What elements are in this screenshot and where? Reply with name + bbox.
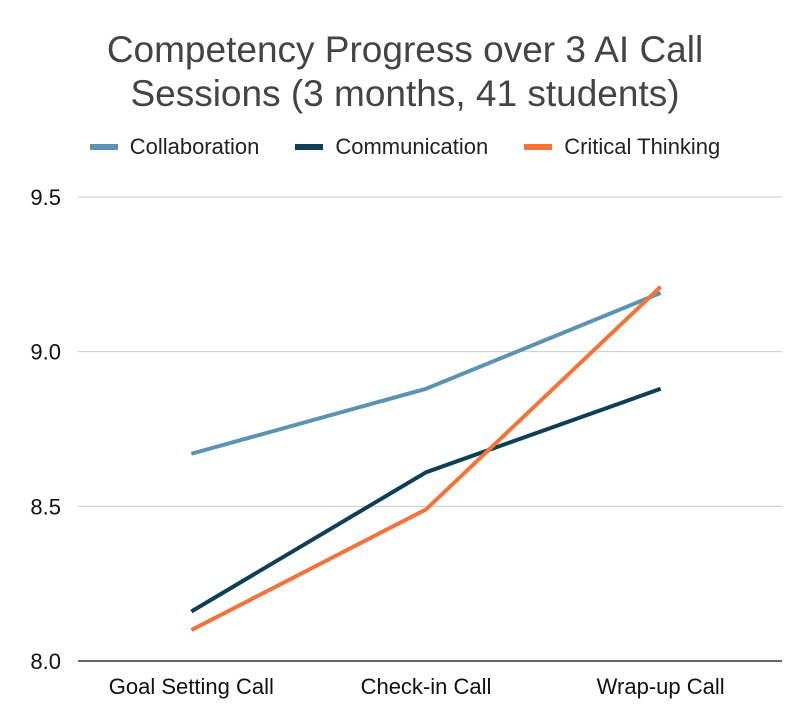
legend-item-collaboration: Collaboration — [89, 134, 260, 160]
series-line-collaboration — [190, 291, 662, 456]
chart-legend: Collaboration Communication Critical Thi… — [0, 134, 810, 160]
legend-label-collaboration: Collaboration — [129, 134, 260, 159]
legend-swatch-communication — [295, 144, 324, 150]
chart-title-line-2: Sessions (3 months, 41 students) — [130, 73, 680, 114]
x-tick-label: Goal Setting Call — [109, 674, 274, 699]
x-tick-label: Wrap-up Call — [597, 674, 725, 699]
legend-item-communication: Communication — [295, 134, 488, 160]
y-tick-label: 8.5 — [30, 494, 61, 519]
y-tick-label: 9.5 — [30, 185, 61, 210]
legend-item-critical-thinking: Critical Thinking — [524, 134, 720, 160]
legend-swatch-critical-thinking — [524, 144, 553, 150]
series-line-communication — [190, 386, 662, 614]
series-line-critical-thinking — [190, 285, 663, 632]
chart-title-line-1: Competency Progress over 3 AI Call — [106, 29, 704, 70]
legend-label-critical-thinking: Critical Thinking — [564, 134, 721, 159]
y-tick-label: 9.0 — [30, 340, 61, 365]
legend-swatch-collaboration — [89, 144, 118, 150]
chart-title: Competency Progress over 3 AI Call Sessi… — [0, 28, 810, 116]
y-tick-label: 8.0 — [30, 649, 61, 674]
legend-label-communication: Communication — [335, 134, 489, 159]
x-tick-label: Check-in Call — [361, 674, 492, 699]
